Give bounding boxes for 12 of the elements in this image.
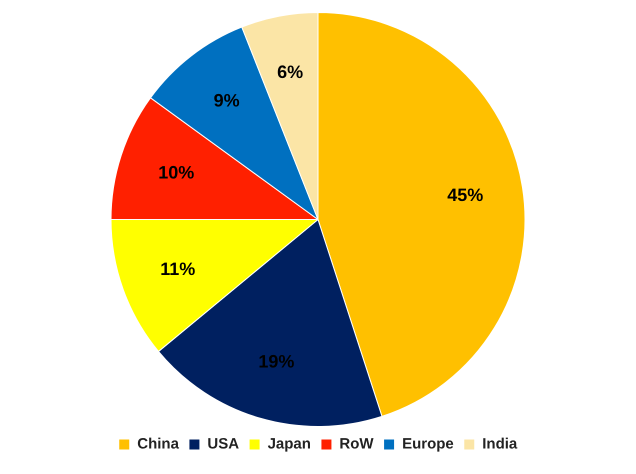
- data-label: 6%: [277, 62, 304, 82]
- data-label: 9%: [214, 90, 240, 111]
- data-label: 45%: [447, 185, 484, 206]
- legend-label: Europe: [402, 436, 454, 453]
- legend-label: RoW: [339, 436, 374, 453]
- data-label: 10%: [158, 162, 194, 182]
- legend-label: Japan: [268, 436, 311, 453]
- data-label: 11%: [160, 258, 196, 279]
- legend-label: India: [482, 436, 518, 453]
- legend-label: China: [137, 436, 180, 453]
- data-label: 19%: [258, 352, 294, 372]
- legend-label: USA: [207, 436, 240, 453]
